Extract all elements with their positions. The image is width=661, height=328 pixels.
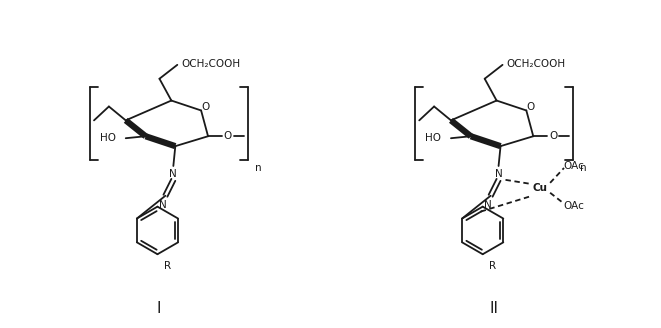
Text: O: O (526, 102, 535, 113)
Text: n: n (580, 163, 586, 173)
Text: R: R (164, 261, 171, 271)
Text: HO: HO (425, 133, 441, 143)
Text: O: O (201, 102, 209, 113)
Text: HO: HO (100, 133, 116, 143)
Text: OCH₂COOH: OCH₂COOH (507, 59, 566, 69)
Text: OAc: OAc (563, 201, 584, 211)
Text: O: O (549, 131, 557, 141)
Text: N: N (494, 169, 502, 179)
Text: O: O (224, 131, 232, 141)
Text: N: N (159, 200, 167, 210)
Text: II: II (489, 301, 498, 316)
Text: I: I (156, 301, 161, 316)
Text: OCH₂COOH: OCH₂COOH (182, 59, 241, 69)
Text: Cu: Cu (533, 183, 548, 193)
Text: N: N (169, 169, 177, 179)
Text: n: n (254, 163, 261, 173)
Text: N: N (484, 200, 492, 210)
Text: OAc: OAc (563, 161, 584, 171)
Text: R: R (489, 261, 496, 271)
